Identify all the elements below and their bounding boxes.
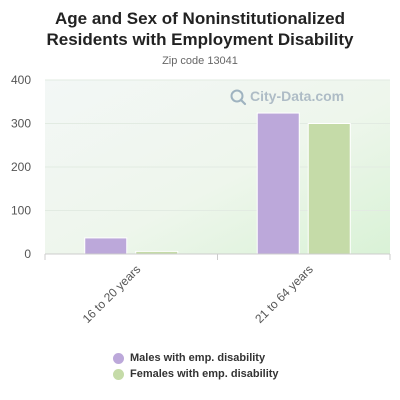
x-tick-label-1: 21 to 64 years: [252, 262, 316, 326]
watermark-text: City-Data.com: [250, 88, 344, 104]
bar-males-0: [84, 237, 128, 255]
y-tick-label-1: 100: [11, 204, 31, 218]
y-axis: 0 100 200 300 400: [11, 73, 31, 261]
legend-swatch-females: [113, 368, 124, 380]
legend-label-females: Females with emp. disability: [130, 368, 279, 380]
x-tick-label-0: 16 to 20 years: [80, 262, 144, 326]
x-axis: 16 to 20 years 21 to 64 years: [44, 253, 391, 326]
bar-males-1: [256, 112, 300, 255]
legend-swatch-males: [113, 352, 124, 364]
chart-title: Age and Sex of Noninstitutionalized Resi…: [0, 8, 400, 50]
y-tick-label-3: 300: [11, 117, 31, 131]
legend-item-females: Females with emp. disability: [113, 366, 279, 382]
y-tick-label-2: 200: [11, 160, 31, 174]
bar-females-1: [307, 123, 351, 255]
bars: [84, 112, 351, 255]
y-tick-label-0: 0: [24, 247, 31, 261]
y-tick-label-4: 400: [11, 73, 31, 87]
legend: Males with emp. disability Females with …: [113, 350, 279, 382]
legend-label-males: Males with emp. disability: [130, 352, 266, 364]
watermark: City-Data.com: [230, 88, 344, 106]
legend-item-males: Males with emp. disability: [113, 350, 279, 366]
chart-subtitle: Zip code 13041: [162, 55, 238, 67]
chart-title-line-1: Age and Sex of Noninstitutionalized: [55, 9, 345, 28]
chart-title-line-2: Residents with Employment Disability: [46, 30, 354, 49]
magnifier-icon: [230, 89, 244, 103]
